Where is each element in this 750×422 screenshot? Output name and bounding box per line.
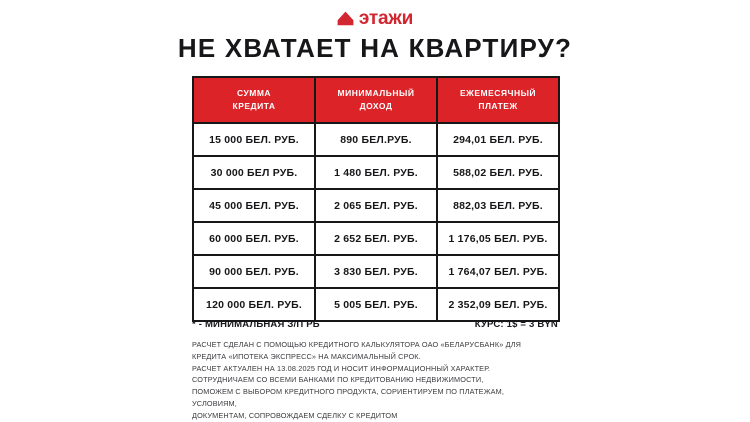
disclaimer-text: РАСЧЕТ СДЕЛАН С ПОМОЩЬЮ КРЕДИТНОГО КАЛЬК… <box>192 339 566 422</box>
brand-name: этажи <box>358 8 414 29</box>
table-header: СУММА КРЕДИТА МИНИМАЛЬНЫЙ ДОХОД ЕЖЕМЕСЯЧ… <box>192 75 560 125</box>
table-row: 90 000 БЕЛ. РУБ. 3 830 БЕЛ. РУБ. 1 764,0… <box>192 254 560 290</box>
cell-credit-sum: 30 000 БЕЛ РУБ. <box>192 155 316 191</box>
house-icon <box>337 11 354 26</box>
column-header-monthly-payment-line1: ЕЖЕМЕСЯЧНЫЙ <box>459 88 537 98</box>
column-header-monthly-payment-line2: ПЛАТЕЖ <box>478 101 518 112</box>
logo-lockup: этажи <box>337 9 413 28</box>
disclaimer-line: РАСЧЕТ АКТУАЛЕН НА 13.08.2025 ГОД И НОСИ… <box>192 363 491 373</box>
disclaimer-line: СОТРУДНИЧАЕМ СО ВСЕМИ БАНКАМИ ПО КРЕДИТО… <box>192 375 484 385</box>
column-header-monthly-payment: ЕЖЕМЕСЯЧНЫЙ ПЛАТЕЖ <box>436 75 560 125</box>
disclaimer-line: ДОКУМЕНТАМ, СОПРОВОЖДАЕМ СДЕЛКУ С КРЕДИТ… <box>192 410 398 420</box>
cell-monthly-payment: 2 352,09 БЕЛ. РУБ. <box>436 287 560 323</box>
table-row: 15 000 БЕЛ. РУБ. 890 БЕЛ.РУБ. 294,01 БЕЛ… <box>192 122 560 158</box>
table-row: 45 000 БЕЛ. РУБ. 2 065 БЕЛ. РУБ. 882,03 … <box>192 188 560 224</box>
column-header-credit-sum: СУММА КРЕДИТА <box>192 75 316 125</box>
cell-monthly-payment: 1 176,05 БЕЛ. РУБ. <box>436 221 560 257</box>
cell-credit-sum: 120 000 БЕЛ. РУБ. <box>192 287 316 323</box>
cell-monthly-payment: 588,02 БЕЛ. РУБ. <box>436 155 560 191</box>
disclaimer-line: РАСЧЕТ СДЕЛАН С ПОМОЩЬЮ КРЕДИТНОГО КАЛЬК… <box>192 340 522 349</box>
exchange-rate-note: КУРС: 1$ = 3 BYN <box>474 319 558 330</box>
cell-min-income: 2 652 БЕЛ. РУБ. <box>314 221 438 257</box>
table-row: 30 000 БЕЛ РУБ. 1 480 БЕЛ. РУБ. 588,02 Б… <box>192 155 560 191</box>
page-title: НЕ ХВАТАЕТ НА КВАРТИРУ? <box>177 33 573 63</box>
cell-monthly-payment: 1 764,07 БЕЛ. РУБ. <box>436 254 560 290</box>
disclaimer-line: УСЛОВИЯМ, <box>192 399 237 409</box>
cell-min-income: 5 005 БЕЛ. РУБ. <box>314 287 438 323</box>
cell-min-income: 890 БЕЛ.РУБ. <box>314 122 438 158</box>
credit-calculation-table: СУММА КРЕДИТА МИНИМАЛЬНЫЙ ДОХОД ЕЖЕМЕСЯЧ… <box>192 75 560 323</box>
cell-min-income: 3 830 БЕЛ. РУБ. <box>314 254 438 290</box>
cell-credit-sum: 45 000 БЕЛ. РУБ. <box>192 188 316 224</box>
cell-monthly-payment: 294,01 БЕЛ. РУБ. <box>436 122 560 158</box>
table-header-row: СУММА КРЕДИТА МИНИМАЛЬНЫЙ ДОХОД ЕЖЕМЕСЯЧ… <box>192 75 560 125</box>
column-header-min-income: МИНИМАЛЬНЫЙ ДОХОД <box>314 75 438 125</box>
column-header-credit-sum-line2: КРЕДИТА <box>232 101 276 112</box>
cell-credit-sum: 90 000 БЕЛ. РУБ. <box>192 254 316 290</box>
footnote-min-salary: * - МИНИМАЛЬНАЯ З/П РБ <box>192 319 320 330</box>
column-header-credit-sum-line1: СУММА <box>236 88 272 98</box>
cell-credit-sum: 60 000 БЕЛ. РУБ. <box>192 221 316 257</box>
brand-logo: этажи <box>0 9 750 28</box>
column-header-min-income-line1: МИНИМАЛЬНЫЙ <box>337 88 415 98</box>
column-header-min-income-line2: ДОХОД <box>359 101 393 112</box>
cell-min-income: 2 065 БЕЛ. РУБ. <box>314 188 438 224</box>
cell-credit-sum: 15 000 БЕЛ. РУБ. <box>192 122 316 158</box>
disclaimer-line: ПОМОЖЕМ С ВЫБОРОМ КРЕДИТНОГО ПРОДУКТА, С… <box>192 387 505 397</box>
disclaimer-line: КРЕДИТА «ИПОТЕКА ЭКСПРЕСС» НА МАКСИМАЛЬН… <box>192 351 421 361</box>
cell-min-income: 1 480 БЕЛ. РУБ. <box>314 155 438 191</box>
table-row: 60 000 БЕЛ. РУБ. 2 652 БЕЛ. РУБ. 1 176,0… <box>192 221 560 257</box>
notes-row: * - МИНИМАЛЬНАЯ З/П РБ КУРС: 1$ = 3 BYN <box>192 319 558 330</box>
cell-monthly-payment: 882,03 БЕЛ. РУБ. <box>436 188 560 224</box>
table-body: 15 000 БЕЛ. РУБ. 890 БЕЛ.РУБ. 294,01 БЕЛ… <box>192 122 560 323</box>
table-row: 120 000 БЕЛ. РУБ. 5 005 БЕЛ. РУБ. 2 352,… <box>192 287 560 323</box>
